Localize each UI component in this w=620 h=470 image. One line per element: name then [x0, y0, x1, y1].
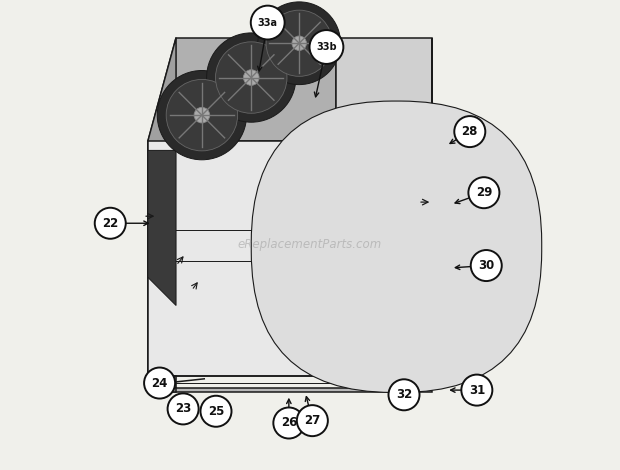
Text: 23: 23: [175, 402, 191, 415]
Text: 29: 29: [476, 186, 492, 199]
Circle shape: [297, 405, 328, 436]
Text: eReplacementParts.com: eReplacementParts.com: [238, 238, 382, 251]
Ellipse shape: [292, 36, 306, 50]
Text: 28: 28: [462, 125, 478, 138]
Circle shape: [389, 379, 420, 410]
Circle shape: [95, 208, 126, 239]
Ellipse shape: [157, 70, 247, 160]
Text: 25: 25: [208, 405, 224, 418]
Circle shape: [461, 375, 492, 406]
Polygon shape: [148, 141, 432, 376]
FancyBboxPatch shape: [251, 101, 542, 392]
Text: 30: 30: [478, 259, 494, 272]
Circle shape: [250, 6, 285, 39]
Text: 32: 32: [396, 388, 412, 401]
Circle shape: [471, 250, 502, 281]
Circle shape: [200, 396, 231, 427]
Text: 27: 27: [304, 414, 321, 427]
Polygon shape: [336, 38, 432, 141]
Circle shape: [273, 407, 304, 439]
Ellipse shape: [216, 42, 287, 113]
Text: 31: 31: [469, 384, 485, 397]
Polygon shape: [148, 388, 176, 392]
Polygon shape: [148, 38, 176, 390]
Text: 33a: 33a: [258, 17, 278, 28]
Polygon shape: [148, 150, 176, 306]
Polygon shape: [148, 38, 336, 141]
Ellipse shape: [258, 2, 340, 85]
Circle shape: [468, 177, 499, 208]
Circle shape: [309, 30, 343, 64]
Ellipse shape: [194, 107, 210, 123]
Circle shape: [144, 368, 175, 399]
Text: 22: 22: [102, 217, 118, 230]
Ellipse shape: [266, 10, 332, 76]
Ellipse shape: [166, 79, 237, 151]
Circle shape: [454, 116, 485, 147]
Circle shape: [167, 393, 198, 424]
Text: 24: 24: [151, 376, 168, 390]
Polygon shape: [148, 388, 432, 392]
Text: 26: 26: [281, 416, 297, 430]
Text: 33b: 33b: [316, 42, 337, 52]
Ellipse shape: [244, 70, 259, 86]
Ellipse shape: [206, 33, 296, 122]
